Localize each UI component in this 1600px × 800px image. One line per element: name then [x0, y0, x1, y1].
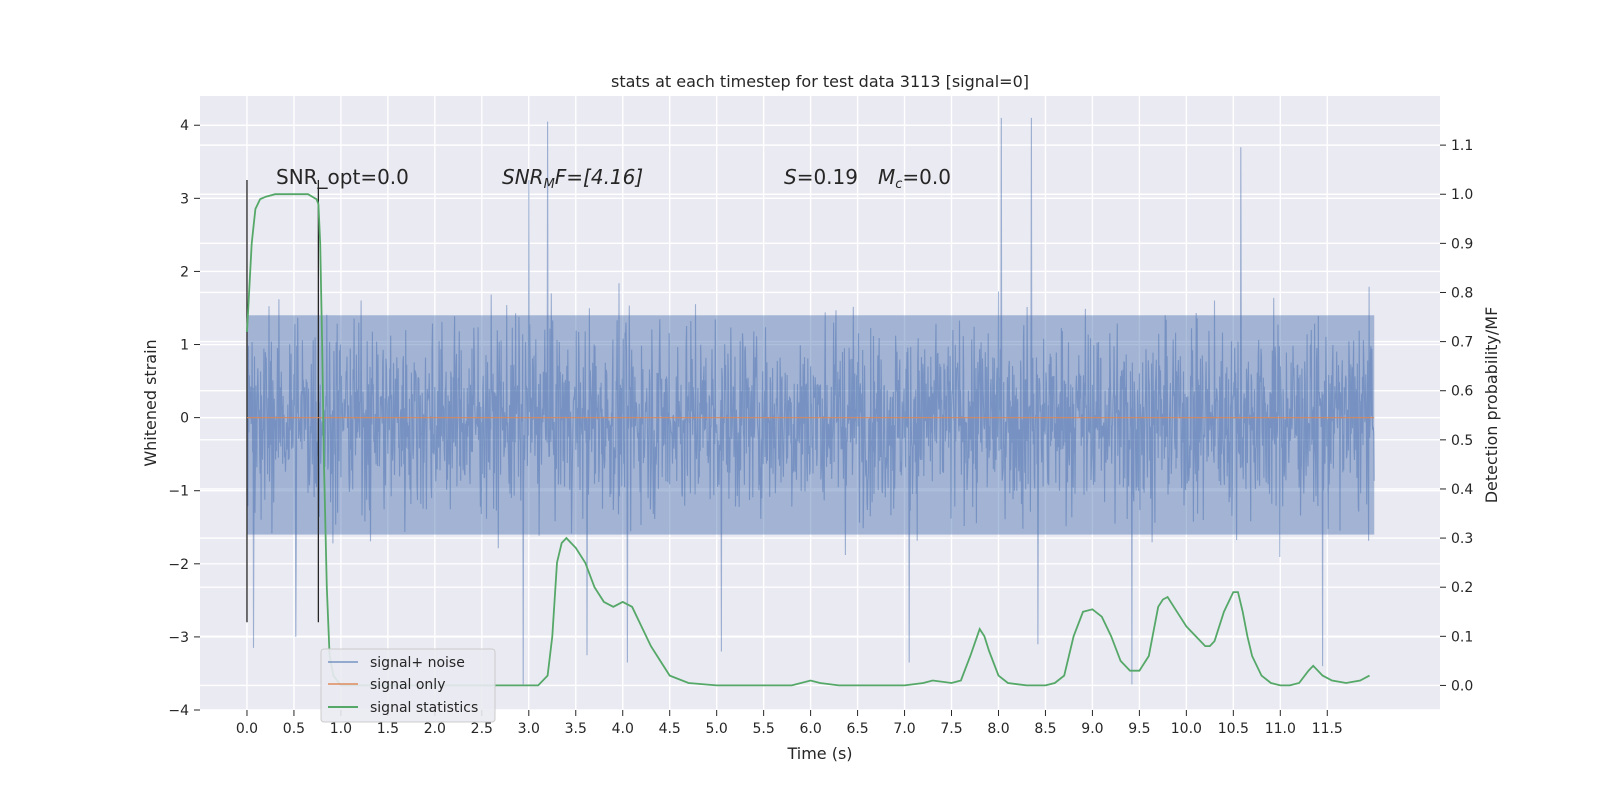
annotation-mc-sub: c [895, 177, 902, 192]
annotation-snr-mf-rest: F=[4.16] [555, 165, 643, 189]
y2-axis-ticks: 1.1 1.0 0.9 0.8 0.7 0.6 0.5 0.4 0.3 0.2 0.1 0.0 [1440, 138, 1473, 694]
y-axis-label: Whitened strain [141, 339, 160, 466]
y-tick-label: 0 [180, 411, 189, 427]
x-tick-label: 6.0 [799, 721, 821, 737]
x-tick-label: 5.5 [753, 721, 775, 737]
x-tick-label: 2.0 [424, 721, 446, 737]
annotation-mc-var: M [878, 165, 895, 189]
x-tick-label: 5.0 [706, 721, 728, 737]
y2-tick-label: 0.5 [1451, 433, 1473, 449]
y-tick-label: −4 [168, 703, 189, 719]
y-axis-ticks: 4 3 2 1 0 −1 −2 −3 −4 [168, 118, 200, 719]
x-tick-label: 8.0 [987, 721, 1009, 737]
y2-tick-label: 0.3 [1451, 531, 1473, 547]
y-tick-label: 1 [180, 338, 189, 354]
x-tick-label: 4.5 [659, 721, 681, 737]
y2-tick-label: 0.2 [1451, 580, 1473, 596]
annotation-s-rest: =0.19 [797, 165, 858, 189]
y2-tick-label: 0.1 [1451, 629, 1473, 645]
annotation-mc-rest: =0.0 [902, 165, 951, 189]
y-tick-label: −2 [168, 557, 189, 573]
y2-tick-label: 0.6 [1451, 384, 1473, 400]
vertical-markers [246, 180, 320, 623]
x-tick-label: 10.5 [1218, 721, 1249, 737]
x-tick-label: 9.0 [1081, 721, 1103, 737]
x-tick-label: 7.0 [893, 721, 915, 737]
x-tick-label: 3.5 [565, 721, 587, 737]
y2-tick-label: 1.0 [1451, 187, 1473, 203]
annotation-snr-opt: SNR_opt=0.0 [276, 165, 409, 189]
x-tick-label: 8.5 [1034, 721, 1056, 737]
x-tick-label: 11.0 [1265, 721, 1296, 737]
annotation-snr-mf-var: SNR [502, 165, 544, 189]
y-tick-label: 2 [180, 264, 189, 280]
y-tick-label: −1 [168, 484, 189, 500]
legend-label-signal-noise: signal+ noise [370, 655, 465, 671]
y2-axis-label: Detection probability/MF [1482, 307, 1501, 504]
series-signal-noise [246, 117, 1375, 685]
noise-trace [246, 117, 1375, 685]
y2-tick-label: 0.4 [1451, 482, 1473, 498]
noise-core-band [246, 315, 1375, 535]
legend-label-signal-statistics: signal statistics [370, 700, 478, 716]
x-tick-label: 1.5 [377, 721, 399, 737]
x-tick-label: 0.5 [283, 721, 305, 737]
x-tick-label: 2.5 [471, 721, 493, 737]
annotation-snr-mf: SNRMF=[4.16] [502, 165, 643, 192]
x-tick-label: 3.0 [518, 721, 540, 737]
y2-tick-label: 0.0 [1451, 678, 1473, 694]
x-tick-label: 10.0 [1171, 721, 1202, 737]
y-tick-label: 4 [180, 118, 189, 134]
x-tick-label: 1.0 [330, 721, 352, 737]
y-tick-label: −3 [168, 630, 189, 646]
y2-tick-label: 0.8 [1451, 285, 1473, 301]
annotation-s: S=0.19 [784, 165, 858, 189]
annotation-s-var: S [784, 165, 797, 189]
x-axis-ticks: 0.0 0.5 1.0 1.5 2.0 2.5 3.0 3.5 4.0 4.5 5.0 5.5 6.0 6… [236, 710, 1343, 737]
y2-tick-label: 0.9 [1451, 236, 1473, 252]
chart-title: stats at each timestep for test data 311… [611, 72, 1029, 91]
x-axis-label: Time (s) [786, 744, 852, 763]
annotation-mc: Mc=0.0 [878, 165, 951, 192]
y2-tick-label: 1.1 [1451, 138, 1473, 154]
annotation-snr-mf-sub: M [544, 177, 555, 192]
x-tick-label: 4.0 [612, 721, 634, 737]
x-tick-label: 0.0 [236, 721, 258, 737]
y-tick-label: 3 [180, 191, 189, 207]
legend-label-signal-only: signal only [370, 677, 445, 693]
x-tick-label: 7.5 [940, 721, 962, 737]
x-tick-label: 6.5 [846, 721, 868, 737]
legend-box [320, 648, 496, 723]
legend: signal+ noise signal only signal statist… [320, 648, 496, 723]
x-tick-label: 9.5 [1128, 721, 1150, 737]
y2-tick-label: 0.7 [1451, 335, 1473, 351]
x-tick-label: 11.5 [1312, 721, 1343, 737]
